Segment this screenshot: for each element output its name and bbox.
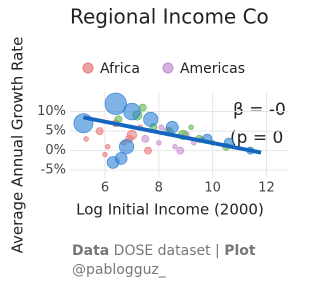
legend-label: Africa bbox=[100, 61, 140, 77]
point bbox=[144, 146, 152, 155]
point bbox=[83, 136, 89, 142]
fit-line bbox=[83, 115, 262, 155]
plot-area: 10% 5% 0% -5% 6 8 10 12 Africa Americas bbox=[37, 61, 288, 196]
y-tick-label: 0% bbox=[45, 143, 66, 158]
point bbox=[104, 144, 111, 150]
point bbox=[172, 144, 178, 150]
point bbox=[165, 120, 179, 134]
point bbox=[156, 140, 162, 146]
x-tick-label: 10 bbox=[204, 181, 221, 196]
legend-label: Americas bbox=[180, 61, 245, 77]
point bbox=[106, 156, 120, 169]
point bbox=[158, 124, 165, 130]
y-tick-label: 10% bbox=[37, 104, 66, 119]
caption-text: @pablogguz_ bbox=[72, 262, 167, 278]
chart-title: Regional Income Co bbox=[70, 5, 269, 29]
chart: Regional Income Co Average Annual Growth… bbox=[9, 5, 288, 278]
caption: Data DOSE dataset | Plot bbox=[72, 243, 256, 259]
legend-marker bbox=[162, 62, 174, 74]
caption-label: Data bbox=[72, 243, 109, 259]
point bbox=[143, 111, 159, 127]
point bbox=[176, 146, 185, 155]
caption-label: Plot bbox=[224, 243, 256, 259]
y-tick-label: -5% bbox=[41, 163, 66, 178]
point bbox=[119, 139, 135, 155]
point bbox=[188, 124, 194, 130]
point bbox=[73, 113, 94, 134]
y-axis-title: Average Annual Growth Rate bbox=[9, 37, 27, 254]
caption-text: DOSE dataset | bbox=[114, 243, 220, 259]
x-axis-title: Log Initial Income (2000) bbox=[76, 201, 264, 219]
point bbox=[95, 127, 104, 135]
x-tick-label: 12 bbox=[258, 181, 275, 196]
x-tick-label: 6 bbox=[101, 181, 109, 196]
annotation: β = -0 bbox=[233, 100, 286, 120]
point bbox=[102, 151, 108, 158]
x-tick-label: 8 bbox=[155, 181, 163, 196]
y-tick-label: 5% bbox=[45, 124, 66, 139]
point bbox=[104, 92, 127, 115]
point bbox=[123, 102, 141, 121]
legend-marker bbox=[82, 62, 94, 74]
point bbox=[141, 135, 150, 143]
annotation: (p = 0 bbox=[230, 128, 283, 148]
